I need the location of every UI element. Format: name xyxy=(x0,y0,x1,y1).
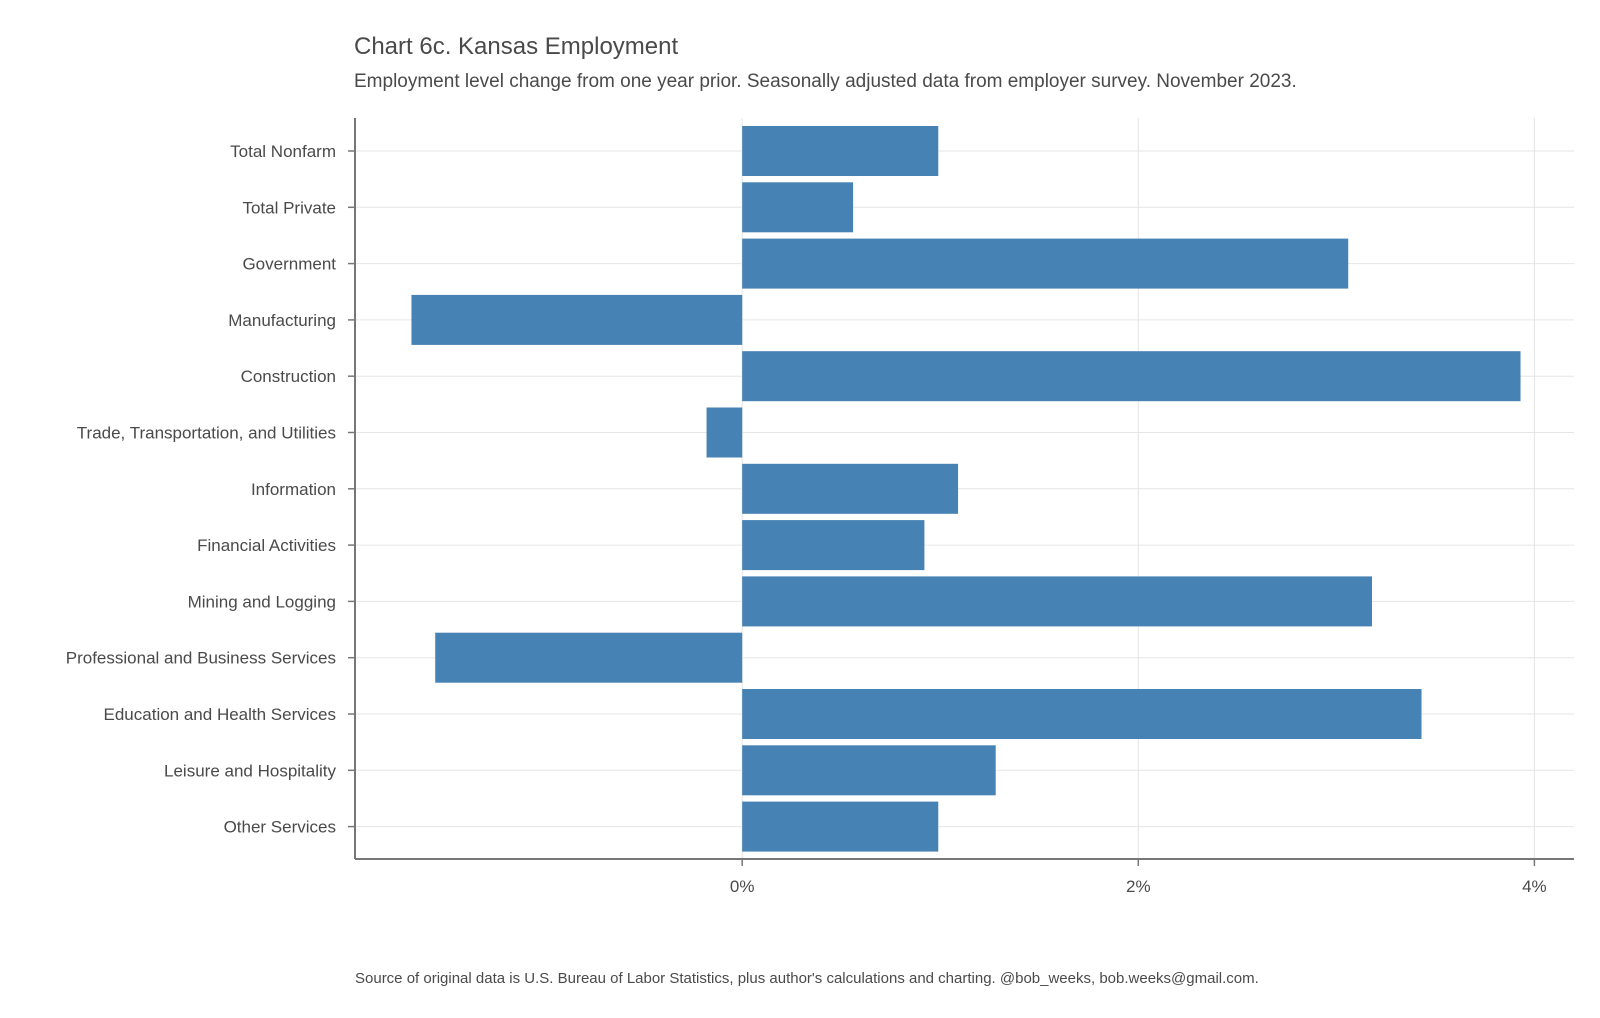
chart-caption: Source of original data is U.S. Bureau o… xyxy=(355,970,1259,987)
bar xyxy=(742,126,939,176)
bar xyxy=(742,576,1372,627)
bar xyxy=(742,689,1422,739)
y-tick-label: Total Nonfarm xyxy=(230,142,336,161)
y-tick-label: Financial Activities xyxy=(197,536,336,555)
bar xyxy=(742,351,1521,402)
bar xyxy=(742,238,1349,289)
bar xyxy=(742,801,939,852)
y-tick-label: Leisure and Hospitality xyxy=(164,761,336,780)
x-tick-label: 4% xyxy=(1522,877,1547,896)
x-tick-label: 0% xyxy=(730,877,755,896)
y-tick-label: Total Private xyxy=(242,198,336,217)
y-tick-label: Information xyxy=(251,480,336,499)
y-tick-label: Education and Health Services xyxy=(104,705,336,724)
bar xyxy=(742,463,959,514)
y-tick-label: Other Services xyxy=(224,818,336,837)
x-axis-labels: 0% 2% 4% xyxy=(730,859,1547,896)
bars xyxy=(411,126,1521,852)
bar xyxy=(742,182,854,233)
bar xyxy=(411,294,743,345)
bar xyxy=(742,745,996,796)
x-tick-label: 2% xyxy=(1126,877,1151,896)
chart-title: Chart 6c. Kansas Employment xyxy=(354,33,678,60)
y-tick-label: Trade, Transportation, and Utilities xyxy=(77,424,336,443)
y-tick-label: Professional and Business Services xyxy=(66,649,336,668)
chart-subtitle: Employment level change from one year pr… xyxy=(354,71,1297,92)
y-tick-label: Mining and Logging xyxy=(188,592,336,611)
y-tick-label: Government xyxy=(242,255,336,274)
y-tick-label: Manufacturing xyxy=(228,311,336,330)
bar xyxy=(706,407,743,458)
bar xyxy=(435,632,743,683)
bar xyxy=(742,520,925,571)
y-tick-label: Construction xyxy=(241,367,336,386)
y-axis-labels: Total Nonfarm Total Private Government Manu… xyxy=(66,142,355,837)
